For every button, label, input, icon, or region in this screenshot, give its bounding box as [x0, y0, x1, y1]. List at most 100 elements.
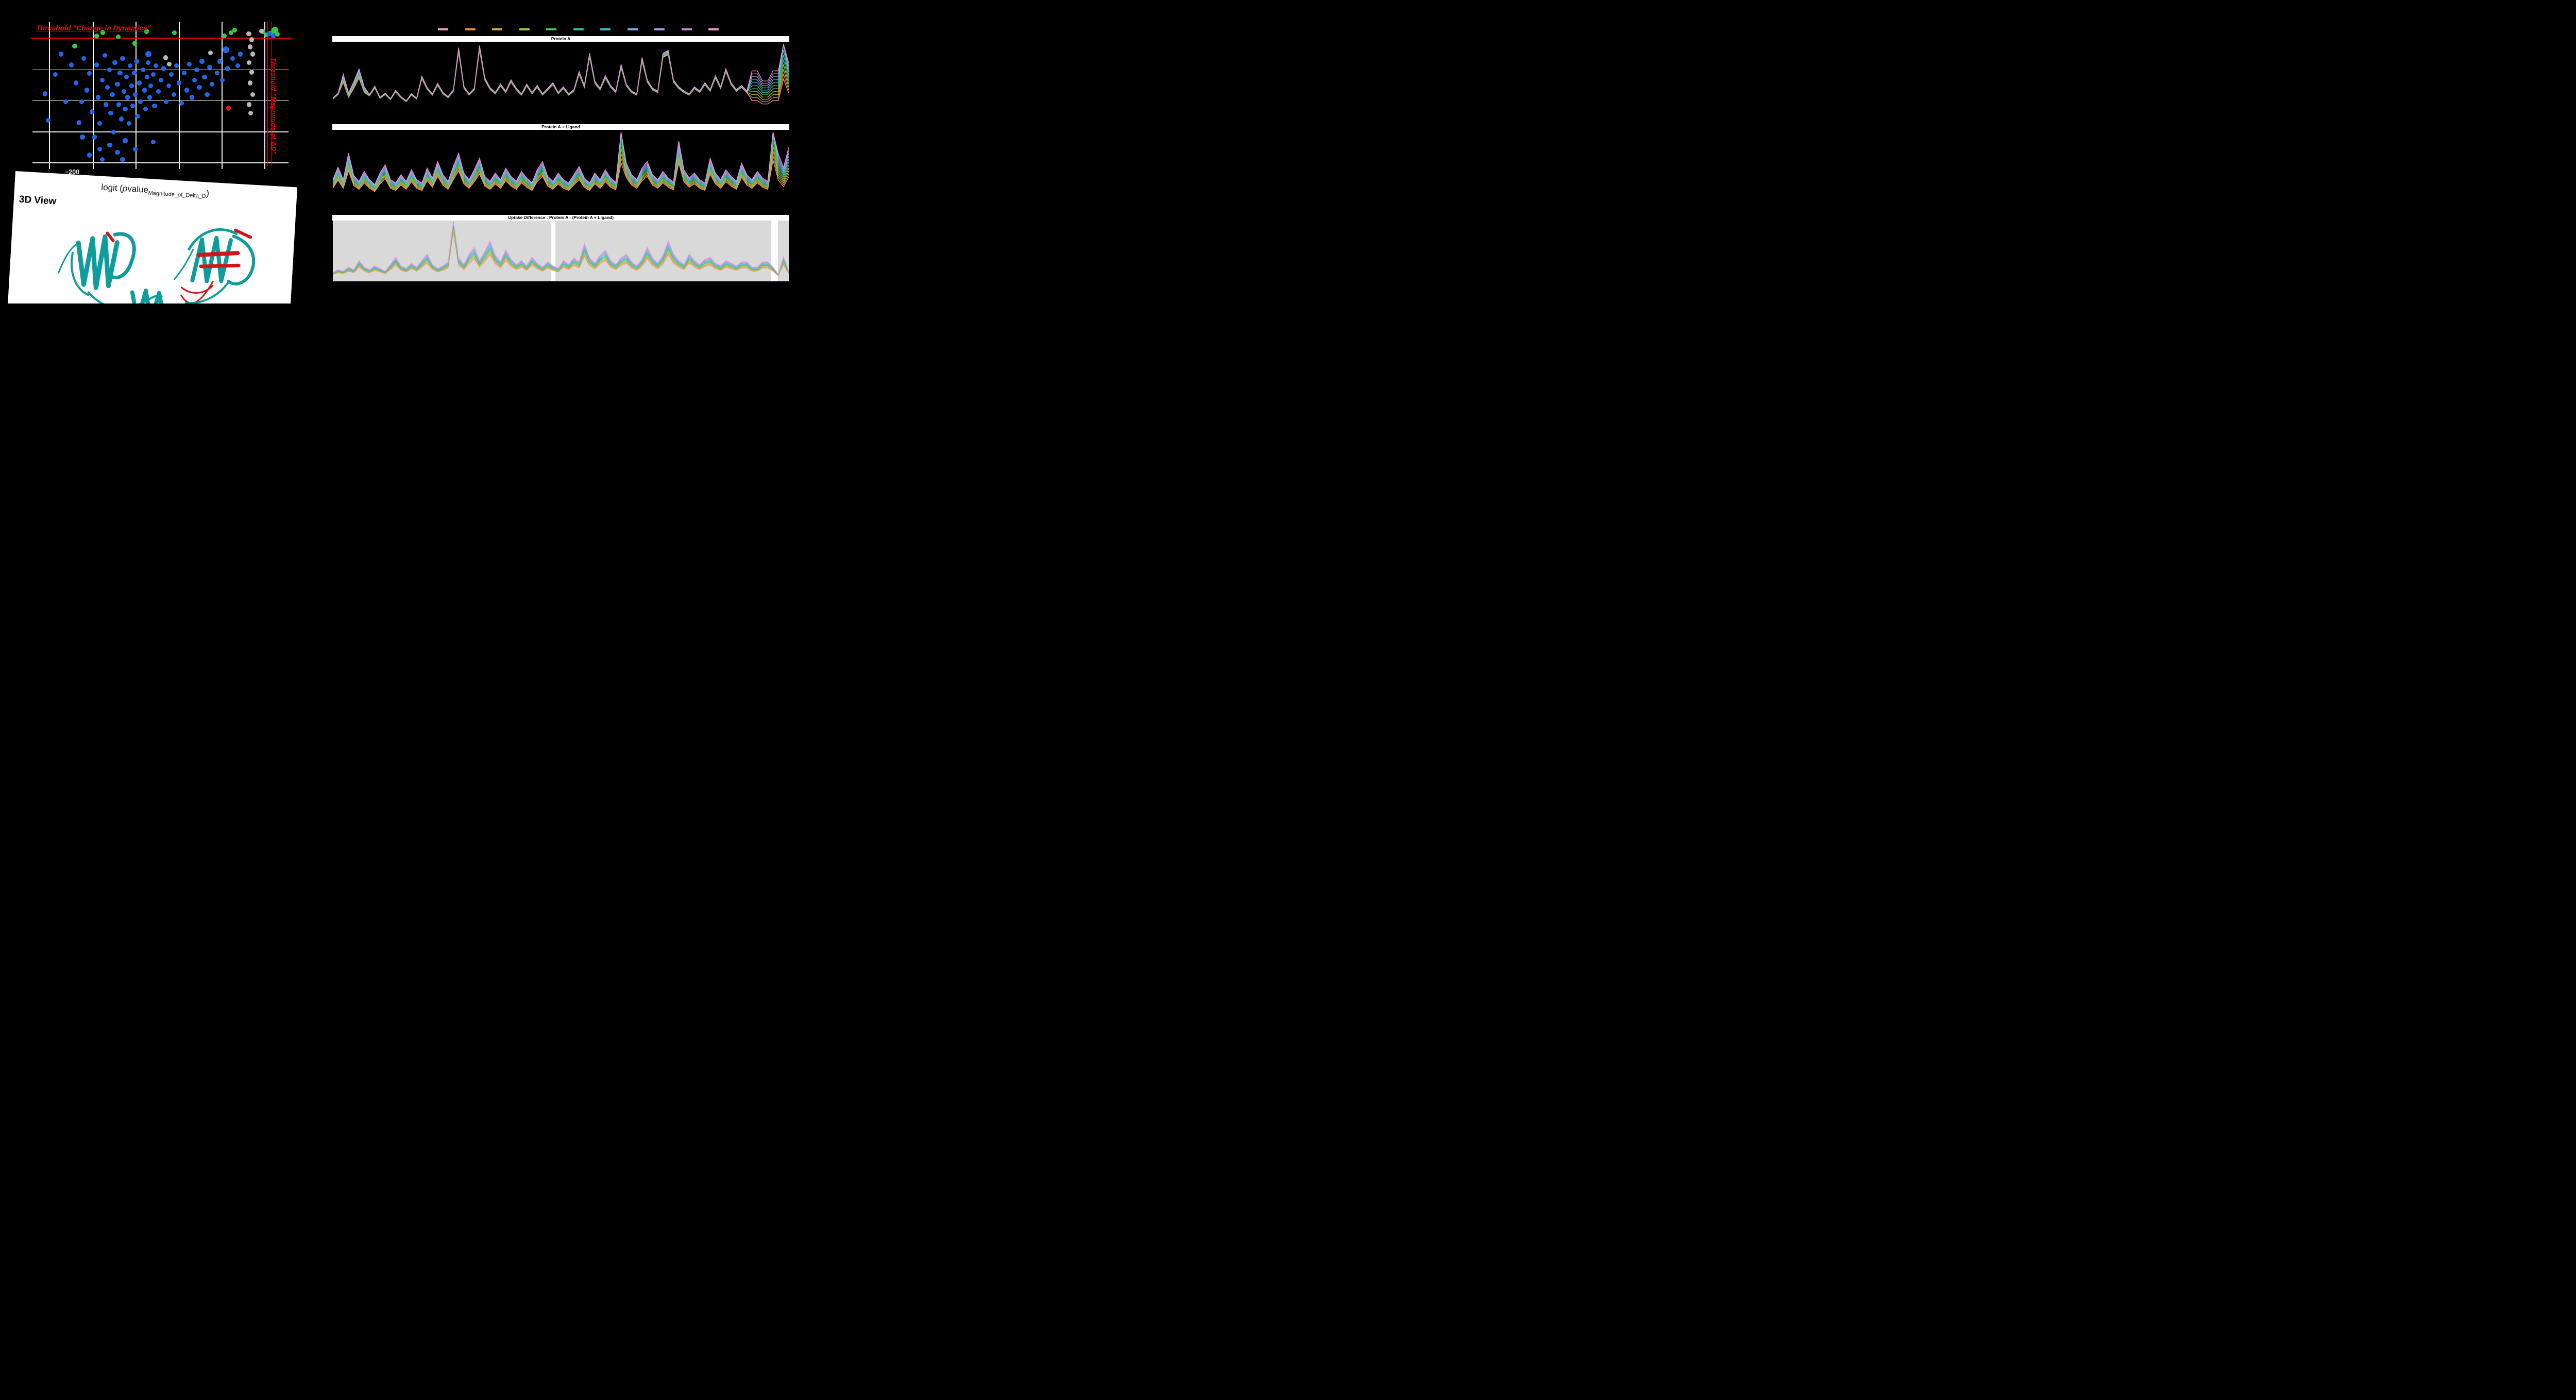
- selection-region[interactable]: [555, 221, 771, 281]
- scatter-point[interactable]: [264, 32, 269, 37]
- scatter-point[interactable]: [269, 30, 275, 36]
- scatter-point[interactable]: [189, 95, 194, 100]
- scatter-point[interactable]: [59, 52, 64, 57]
- legend-item[interactable]: [546, 28, 556, 30]
- legend-item[interactable]: [708, 28, 719, 30]
- scatter-point[interactable]: [246, 60, 252, 65]
- scatter-point[interactable]: [222, 33, 227, 39]
- scatter-point[interactable]: [124, 75, 129, 80]
- scatter-point[interactable]: [215, 70, 220, 75]
- scatter-point[interactable]: [46, 118, 51, 123]
- scatter-point[interactable]: [116, 102, 122, 107]
- scatter-point[interactable]: [184, 88, 189, 93]
- scatter-point[interactable]: [63, 99, 69, 104]
- scatter-point[interactable]: [181, 70, 187, 75]
- scatter-point[interactable]: [118, 116, 124, 122]
- uptake-chart-protein-a-ligand[interactable]: [333, 131, 789, 209]
- scatter-point[interactable]: [107, 68, 112, 73]
- scatter-point[interactable]: [123, 106, 128, 111]
- scatter-point[interactable]: [202, 75, 207, 80]
- legend-item[interactable]: [465, 28, 476, 30]
- scatter-point[interactable]: [167, 62, 172, 67]
- scatter-point[interactable]: [249, 70, 255, 75]
- scatter-point[interactable]: [176, 80, 181, 86]
- scatter-point[interactable]: [95, 95, 100, 100]
- scatter-point[interactable]: [163, 99, 169, 104]
- legend-item[interactable]: [627, 28, 638, 30]
- scatter-point[interactable]: [142, 88, 147, 93]
- scatter-point[interactable]: [166, 83, 171, 89]
- scatter-point[interactable]: [210, 82, 215, 87]
- scatter-point[interactable]: [94, 62, 99, 68]
- scatter-point[interactable]: [43, 91, 48, 96]
- legend-item[interactable]: [573, 28, 584, 30]
- legend-item[interactable]: [654, 28, 665, 30]
- scatter-point[interactable]: [146, 60, 151, 65]
- legend-item[interactable]: [519, 28, 530, 30]
- scatter-point[interactable]: [248, 111, 253, 116]
- scatter-point[interactable]: [92, 134, 97, 140]
- scatter-point[interactable]: [134, 59, 139, 64]
- scatter-point[interactable]: [249, 37, 255, 42]
- scatter-point[interactable]: [128, 63, 133, 68]
- scatter-point[interactable]: [148, 83, 154, 89]
- scatter-point[interactable]: [247, 80, 253, 86]
- scatter-point[interactable]: [199, 59, 205, 64]
- scatter-point[interactable]: [97, 147, 102, 152]
- scatter-point[interactable]: [192, 77, 197, 82]
- scatter-point[interactable]: [120, 157, 125, 162]
- legend-item[interactable]: [681, 28, 692, 30]
- scatter-point[interactable]: [156, 89, 161, 94]
- scatter-point[interactable]: [152, 104, 157, 109]
- volcano-plot[interactable]: [31, 22, 292, 169]
- scatter-point[interactable]: [259, 28, 264, 33]
- scatter-point[interactable]: [80, 134, 85, 140]
- scatter-point[interactable]: [232, 27, 238, 32]
- scatter-point[interactable]: [150, 72, 156, 77]
- line-chart-canvas[interactable]: [333, 221, 789, 281]
- scatter-point[interactable]: [147, 95, 152, 100]
- scatter-point[interactable]: [172, 30, 177, 36]
- scatter-point[interactable]: [79, 99, 84, 104]
- scatter-point[interactable]: [150, 140, 156, 145]
- scatter-point[interactable]: [108, 111, 113, 116]
- scatter-point[interactable]: [205, 92, 210, 97]
- scatter-point[interactable]: [272, 26, 279, 33]
- scatter-point[interactable]: [138, 99, 143, 104]
- scatter-point[interactable]: [235, 63, 241, 68]
- legend-item[interactable]: [438, 28, 448, 30]
- scatter-point[interactable]: [53, 72, 58, 77]
- scatter-point[interactable]: [250, 52, 255, 57]
- scatter-point[interactable]: [135, 113, 141, 119]
- scatter-point[interactable]: [94, 33, 99, 39]
- scatter-point[interactable]: [133, 147, 138, 152]
- scatter-point[interactable]: [117, 70, 123, 75]
- line-chart-canvas[interactable]: [333, 131, 789, 209]
- scatter-point[interactable]: [76, 120, 82, 125]
- scatter-point[interactable]: [132, 41, 138, 46]
- scatter-point[interactable]: [228, 30, 233, 36]
- 3d-view-panel[interactable]: logit (pvalueMagnitude_of_Delta_D) 3D Vi…: [6, 171, 298, 303]
- scatter-point[interactable]: [207, 64, 212, 70]
- scatter-point[interactable]: [230, 56, 235, 61]
- scatter-point[interactable]: [120, 56, 125, 61]
- scatter-point[interactable]: [145, 51, 151, 57]
- uptake-difference-chart[interactable]: [333, 221, 789, 281]
- scatter-point[interactable]: [187, 62, 192, 67]
- scatter-point[interactable]: [161, 66, 166, 71]
- scatter-point[interactable]: [246, 31, 251, 37]
- scatter-point[interactable]: [133, 92, 138, 97]
- scatter-point[interactable]: [137, 80, 142, 86]
- scatter-point[interactable]: [144, 29, 149, 34]
- protein-ribbon[interactable]: [25, 209, 283, 303]
- scatter-point[interactable]: [163, 55, 168, 60]
- scatter-point[interactable]: [208, 50, 213, 55]
- scatter-point[interactable]: [84, 88, 89, 93]
- legend-item[interactable]: [600, 28, 611, 30]
- scatter-point[interactable]: [130, 104, 135, 109]
- scatter-point[interactable]: [111, 129, 116, 134]
- scatter-point[interactable]: [115, 82, 120, 87]
- scatter-point[interactable]: [267, 31, 272, 36]
- scatter-point[interactable]: [168, 72, 174, 77]
- scatter-point[interactable]: [99, 157, 105, 162]
